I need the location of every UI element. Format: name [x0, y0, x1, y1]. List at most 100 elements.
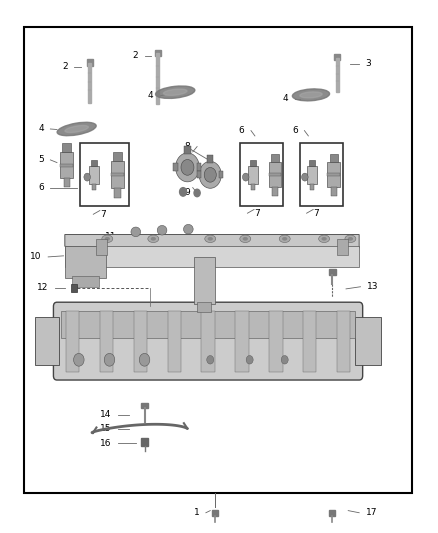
Bar — [328, 269, 336, 275]
Bar — [89, 166, 99, 184]
Bar — [269, 311, 283, 372]
Bar — [64, 179, 70, 187]
Bar — [219, 171, 223, 179]
Text: 6: 6 — [38, 183, 44, 192]
Ellipse shape — [155, 86, 195, 99]
Text: 6: 6 — [292, 126, 298, 135]
Bar — [236, 311, 249, 372]
Bar — [247, 166, 258, 184]
Bar — [99, 311, 113, 372]
Text: 9: 9 — [185, 189, 191, 197]
Ellipse shape — [184, 224, 193, 234]
Circle shape — [207, 356, 214, 364]
Bar — [272, 188, 278, 196]
Circle shape — [199, 161, 221, 188]
Circle shape — [176, 153, 199, 182]
Ellipse shape — [345, 235, 356, 243]
Ellipse shape — [321, 237, 327, 241]
Bar — [80, 143, 129, 206]
Bar — [268, 162, 282, 188]
Text: 13: 13 — [367, 282, 378, 291]
Bar — [92, 160, 97, 166]
Bar — [251, 184, 254, 190]
Bar — [62, 143, 71, 152]
Text: 5: 5 — [38, 156, 44, 164]
Bar — [330, 154, 338, 162]
Circle shape — [181, 159, 194, 175]
Circle shape — [104, 353, 115, 366]
Bar — [197, 302, 211, 312]
Bar — [303, 311, 316, 372]
Circle shape — [139, 353, 150, 366]
Ellipse shape — [293, 89, 329, 101]
Ellipse shape — [208, 237, 213, 241]
Ellipse shape — [348, 237, 353, 241]
Circle shape — [281, 356, 288, 364]
Bar — [331, 188, 337, 196]
Bar — [300, 143, 343, 206]
Bar — [110, 173, 124, 176]
Bar — [212, 510, 218, 516]
Bar — [337, 239, 348, 255]
Text: 3: 3 — [366, 60, 371, 68]
Circle shape — [246, 356, 253, 364]
Bar — [134, 311, 147, 372]
Text: 2: 2 — [132, 52, 138, 60]
Bar — [35, 317, 59, 365]
Bar — [71, 284, 77, 292]
Bar — [197, 171, 201, 179]
Bar — [61, 311, 355, 338]
Ellipse shape — [279, 235, 290, 243]
Circle shape — [74, 353, 84, 366]
Text: 11: 11 — [105, 232, 116, 241]
Bar — [167, 311, 180, 372]
Ellipse shape — [318, 235, 330, 243]
Bar — [310, 184, 314, 190]
Bar — [87, 59, 93, 66]
Bar — [207, 155, 213, 163]
Bar — [355, 317, 381, 365]
Ellipse shape — [131, 227, 141, 237]
Ellipse shape — [151, 237, 156, 241]
Bar — [114, 189, 120, 198]
Bar — [327, 162, 340, 188]
Bar — [307, 166, 317, 184]
Ellipse shape — [102, 235, 113, 243]
Bar — [268, 173, 282, 176]
Bar — [240, 143, 283, 206]
Ellipse shape — [57, 122, 96, 136]
Circle shape — [84, 173, 90, 181]
Bar — [184, 147, 191, 154]
Bar — [88, 63, 91, 103]
Ellipse shape — [148, 235, 159, 243]
Bar — [65, 246, 106, 278]
Bar — [141, 438, 148, 446]
Bar — [197, 164, 201, 171]
Text: 4: 4 — [148, 92, 153, 100]
Ellipse shape — [205, 235, 215, 243]
Circle shape — [302, 173, 308, 181]
Bar — [141, 403, 148, 408]
Bar — [337, 311, 350, 372]
Bar — [96, 239, 107, 255]
Text: 7: 7 — [313, 209, 319, 217]
Polygon shape — [65, 235, 359, 257]
Bar — [336, 58, 339, 92]
Text: 10: 10 — [30, 253, 42, 261]
Bar — [335, 54, 340, 60]
Text: 7: 7 — [100, 210, 106, 219]
Bar — [92, 184, 96, 190]
Bar — [110, 161, 124, 189]
Bar — [271, 154, 279, 162]
Bar — [329, 510, 335, 516]
Bar — [60, 152, 73, 179]
Text: 16: 16 — [100, 439, 112, 448]
Circle shape — [194, 189, 200, 197]
Bar — [24, 27, 412, 493]
Bar — [201, 311, 215, 372]
Bar — [113, 152, 122, 161]
Text: 1: 1 — [194, 508, 199, 517]
Ellipse shape — [300, 92, 322, 98]
Bar — [194, 257, 215, 304]
Circle shape — [204, 167, 216, 182]
